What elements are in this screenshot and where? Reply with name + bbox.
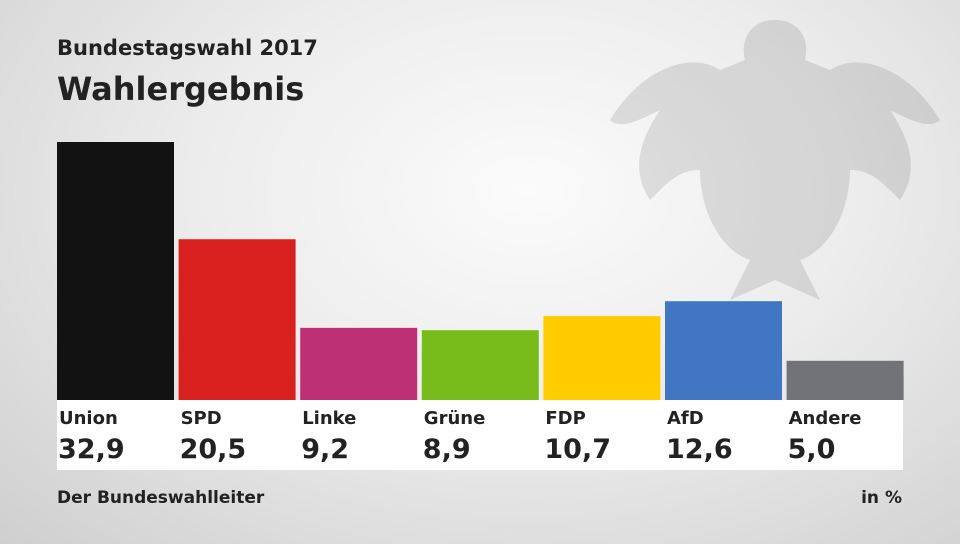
bar-grüne — [421, 330, 539, 400]
value-label: 20,5 — [179, 434, 247, 465]
bar-fdp — [543, 316, 661, 400]
chart-title: Wahlergebnis — [57, 70, 305, 108]
labels-panel — [57, 400, 903, 470]
category-label: AfD — [667, 408, 704, 429]
bar-andere — [786, 360, 904, 400]
value-label: 10,7 — [544, 434, 612, 465]
unit-label: in % — [861, 488, 902, 508]
value-label: 8,9 — [422, 434, 471, 465]
value-label: 12,6 — [666, 434, 733, 465]
chart-subtitle: Bundestagswahl 2017 — [57, 36, 318, 60]
bar-linke — [300, 327, 418, 400]
bar-spd — [178, 239, 296, 400]
category-label: Union — [59, 408, 118, 429]
category-label: SPD — [180, 408, 222, 429]
source-label: Der Bundeswahlleiter — [57, 488, 265, 508]
category-label: Linke — [302, 408, 357, 429]
federal-eagle-watermark — [610, 20, 940, 300]
category-label: Grüne — [423, 408, 486, 429]
value-label: 5,0 — [787, 434, 836, 465]
value-label: 9,2 — [301, 434, 350, 465]
category-label: FDP — [545, 408, 586, 429]
value-label: 32,9 — [58, 434, 125, 465]
bar-afd — [665, 301, 782, 400]
bar-union — [57, 142, 174, 400]
category-label: Andere — [788, 408, 862, 429]
